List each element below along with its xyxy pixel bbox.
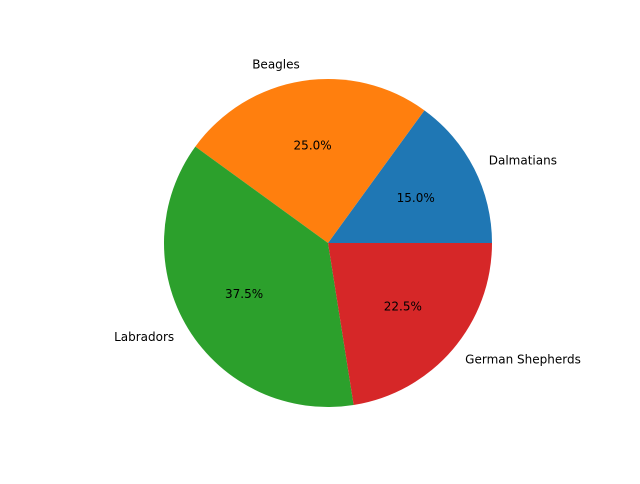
slice-percent-labradors: 37.5%	[225, 287, 263, 301]
slice-label-german-shepherds: German Shepherds	[465, 353, 581, 367]
slice-label-dalmatians: Dalmatians	[489, 154, 557, 168]
pie-slice-beagles	[195, 78, 425, 243]
slice-label-labradors: Labradors	[114, 330, 174, 344]
slice-label-beagles: Beagles	[252, 57, 300, 71]
pie-labels: Dalmatians 15.0% Beagles 25.0% Labradors 37.5…	[114, 57, 581, 366]
pie-slices	[163, 78, 493, 408]
slice-percent-german-shepherds: 22.5%	[384, 299, 422, 313]
slice-percent-beagles: 25.0%	[294, 138, 332, 152]
pie-slice-dalmatians	[328, 110, 493, 243]
pie-slice-labradors	[163, 146, 354, 408]
slice-percent-dalmatians: 15.0%	[397, 191, 435, 205]
pie-slice-german-shepherds	[328, 243, 492, 405]
